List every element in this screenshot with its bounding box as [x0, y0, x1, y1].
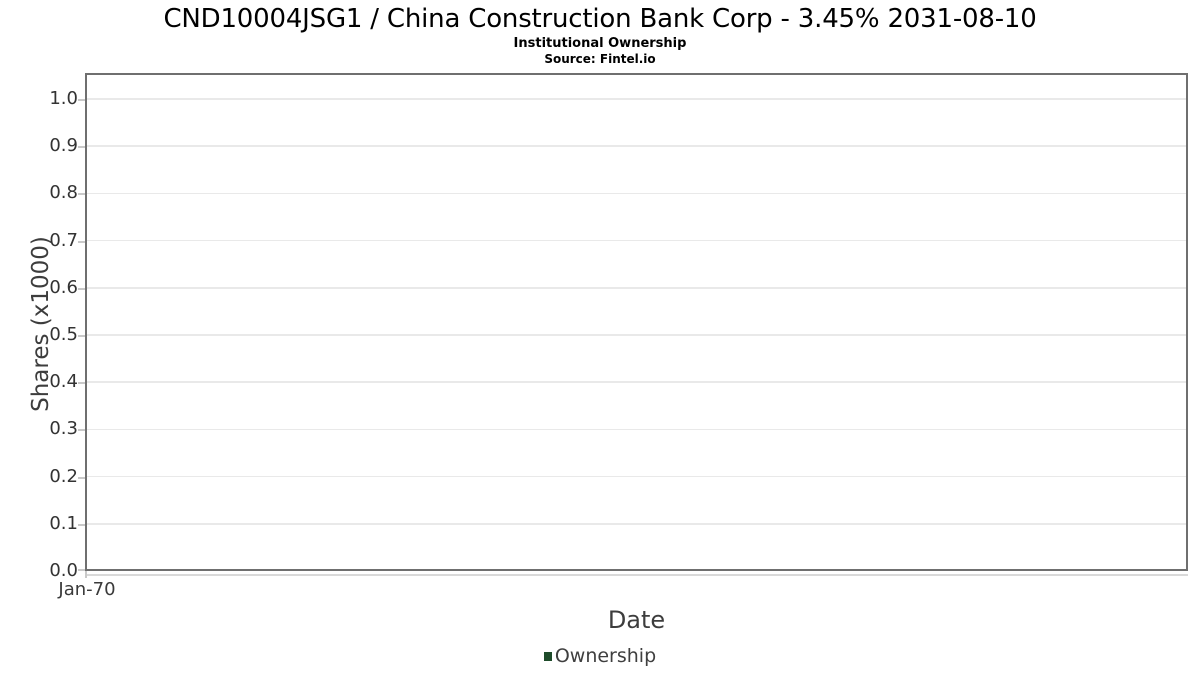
y-tick-label: 0.0 [49, 560, 78, 581]
x-tick-label: Jan-70 [58, 579, 116, 600]
gridline [87, 192, 1186, 195]
chart-subtitle: Institutional Ownership [513, 36, 687, 51]
y-tick-label: 0.5 [49, 323, 78, 345]
x-tick-mark [85, 571, 87, 578]
chart-legend: Ownership [0, 645, 1200, 667]
y-tick-mark [78, 523, 85, 526]
y-tick-mark [78, 146, 85, 149]
y-tick-label: 0.6 [49, 276, 78, 298]
y-tick-label: 0.9 [49, 135, 78, 157]
gridline [87, 239, 1186, 242]
legend-item-ownership: Ownership [543, 645, 657, 667]
gridline [87, 428, 1186, 431]
y-tick-label: 0.2 [49, 465, 78, 487]
y-tick-mark [78, 429, 85, 432]
gridline [87, 98, 1186, 100]
gridline [87, 475, 1186, 478]
chart-title: CND10004JSG1 / China Construction Bank C… [163, 4, 1037, 34]
gridline [87, 381, 1186, 383]
gridline [87, 523, 1186, 525]
y-tick-mark [78, 569, 85, 571]
y-tick-mark [78, 382, 85, 385]
y-tick-label: 1.0 [49, 87, 78, 109]
x-axis-title: Date [607, 606, 666, 634]
plot-border [85, 73, 1188, 571]
gridline [87, 145, 1186, 147]
ownership-series-marker-icon [543, 651, 552, 661]
y-tick-label: 0.4 [49, 371, 78, 393]
legend-label: Ownership [554, 645, 657, 667]
y-tick-mark [78, 334, 85, 337]
y-tick-label: 0.8 [49, 182, 78, 204]
x-axis-line [85, 574, 1188, 576]
gridline [87, 334, 1186, 336]
y-tick-label: 0.3 [49, 418, 78, 440]
y-tick-mark [78, 98, 85, 101]
y-tick-mark [78, 287, 85, 290]
gridline [87, 287, 1186, 289]
plot-region: 0.0 0.1 0.2 0.3 0.4 0.5 0.6 0.7 0.8 0.9 1.0 [0, 73, 1200, 581]
chart-source: Source: Fintel.io [544, 52, 656, 66]
y-tick-mark [78, 240, 85, 243]
y-tick-mark [78, 193, 85, 196]
y-tick-label: 0.7 [49, 229, 78, 251]
y-tick-label: 0.1 [49, 512, 78, 534]
y-tick-mark [78, 476, 85, 479]
